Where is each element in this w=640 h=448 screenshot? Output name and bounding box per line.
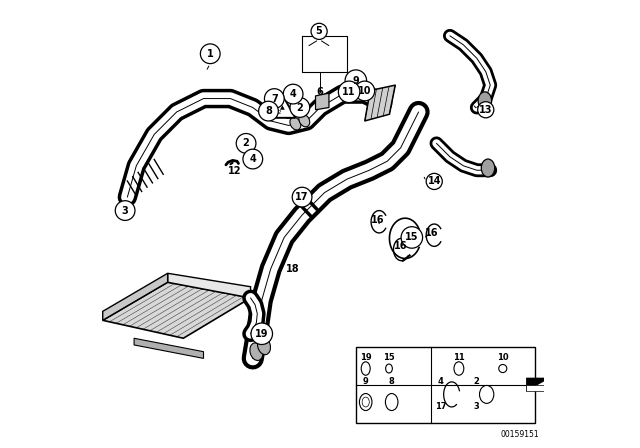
Text: 10: 10: [497, 353, 509, 362]
Text: 5: 5: [316, 26, 323, 36]
Ellipse shape: [361, 362, 370, 375]
Text: 00159151: 00159151: [501, 430, 540, 439]
Text: ▲: ▲: [280, 105, 284, 111]
Text: 17: 17: [435, 402, 447, 411]
Ellipse shape: [385, 393, 398, 410]
Text: 8: 8: [389, 377, 394, 386]
Text: 14: 14: [428, 177, 441, 186]
Bar: [356, 347, 535, 423]
Circle shape: [251, 323, 273, 345]
Text: 18: 18: [286, 264, 300, 274]
Circle shape: [264, 89, 284, 108]
Text: 16: 16: [394, 241, 408, 251]
Polygon shape: [103, 282, 251, 338]
Polygon shape: [365, 85, 396, 121]
Ellipse shape: [299, 114, 310, 127]
Circle shape: [115, 201, 135, 220]
Circle shape: [477, 102, 494, 118]
Text: 2: 2: [296, 103, 303, 112]
Text: 3: 3: [122, 206, 129, 215]
Circle shape: [290, 98, 310, 117]
Polygon shape: [269, 94, 296, 118]
Text: 4: 4: [250, 154, 256, 164]
Text: 1: 1: [207, 49, 214, 59]
Polygon shape: [316, 93, 329, 110]
Text: 4: 4: [290, 89, 296, 99]
Text: 2: 2: [243, 138, 250, 148]
Ellipse shape: [360, 393, 372, 410]
Ellipse shape: [362, 397, 369, 407]
Ellipse shape: [257, 337, 271, 355]
Ellipse shape: [290, 117, 301, 130]
Ellipse shape: [250, 343, 263, 361]
Bar: [526, 385, 544, 392]
Text: 15: 15: [383, 353, 395, 362]
Polygon shape: [103, 273, 168, 320]
Text: 2: 2: [278, 109, 282, 115]
Text: 7: 7: [271, 94, 278, 103]
Text: 13: 13: [479, 105, 493, 115]
Text: 17: 17: [295, 192, 309, 202]
Ellipse shape: [454, 362, 464, 375]
Ellipse shape: [481, 159, 495, 177]
Circle shape: [311, 23, 327, 39]
Ellipse shape: [499, 365, 507, 373]
Text: 15: 15: [405, 233, 419, 242]
Text: 19: 19: [360, 353, 371, 362]
Polygon shape: [168, 273, 251, 298]
Text: 8: 8: [265, 106, 272, 116]
Text: 9: 9: [353, 76, 359, 86]
Text: 2: 2: [473, 377, 479, 386]
Circle shape: [426, 173, 442, 190]
Circle shape: [401, 227, 422, 248]
Polygon shape: [526, 378, 544, 392]
Text: 12: 12: [228, 166, 242, 176]
Circle shape: [292, 187, 312, 207]
Circle shape: [339, 81, 360, 103]
Ellipse shape: [479, 385, 494, 403]
Circle shape: [200, 44, 220, 64]
Circle shape: [243, 149, 262, 169]
Ellipse shape: [478, 92, 492, 110]
Polygon shape: [134, 338, 204, 358]
Text: 4: 4: [438, 377, 444, 386]
Text: 11: 11: [453, 353, 465, 362]
Text: 6: 6: [317, 87, 323, 97]
Text: 3: 3: [473, 402, 479, 411]
Text: 16: 16: [425, 228, 439, 238]
Text: 11: 11: [342, 87, 356, 97]
Text: 16: 16: [371, 215, 384, 224]
Circle shape: [355, 81, 374, 101]
Circle shape: [236, 134, 256, 153]
Text: 9: 9: [363, 377, 369, 386]
Circle shape: [284, 84, 303, 104]
Text: 19: 19: [255, 329, 269, 339]
Ellipse shape: [386, 364, 392, 373]
Circle shape: [259, 101, 278, 121]
Text: 10: 10: [358, 86, 372, 96]
Circle shape: [345, 70, 367, 91]
